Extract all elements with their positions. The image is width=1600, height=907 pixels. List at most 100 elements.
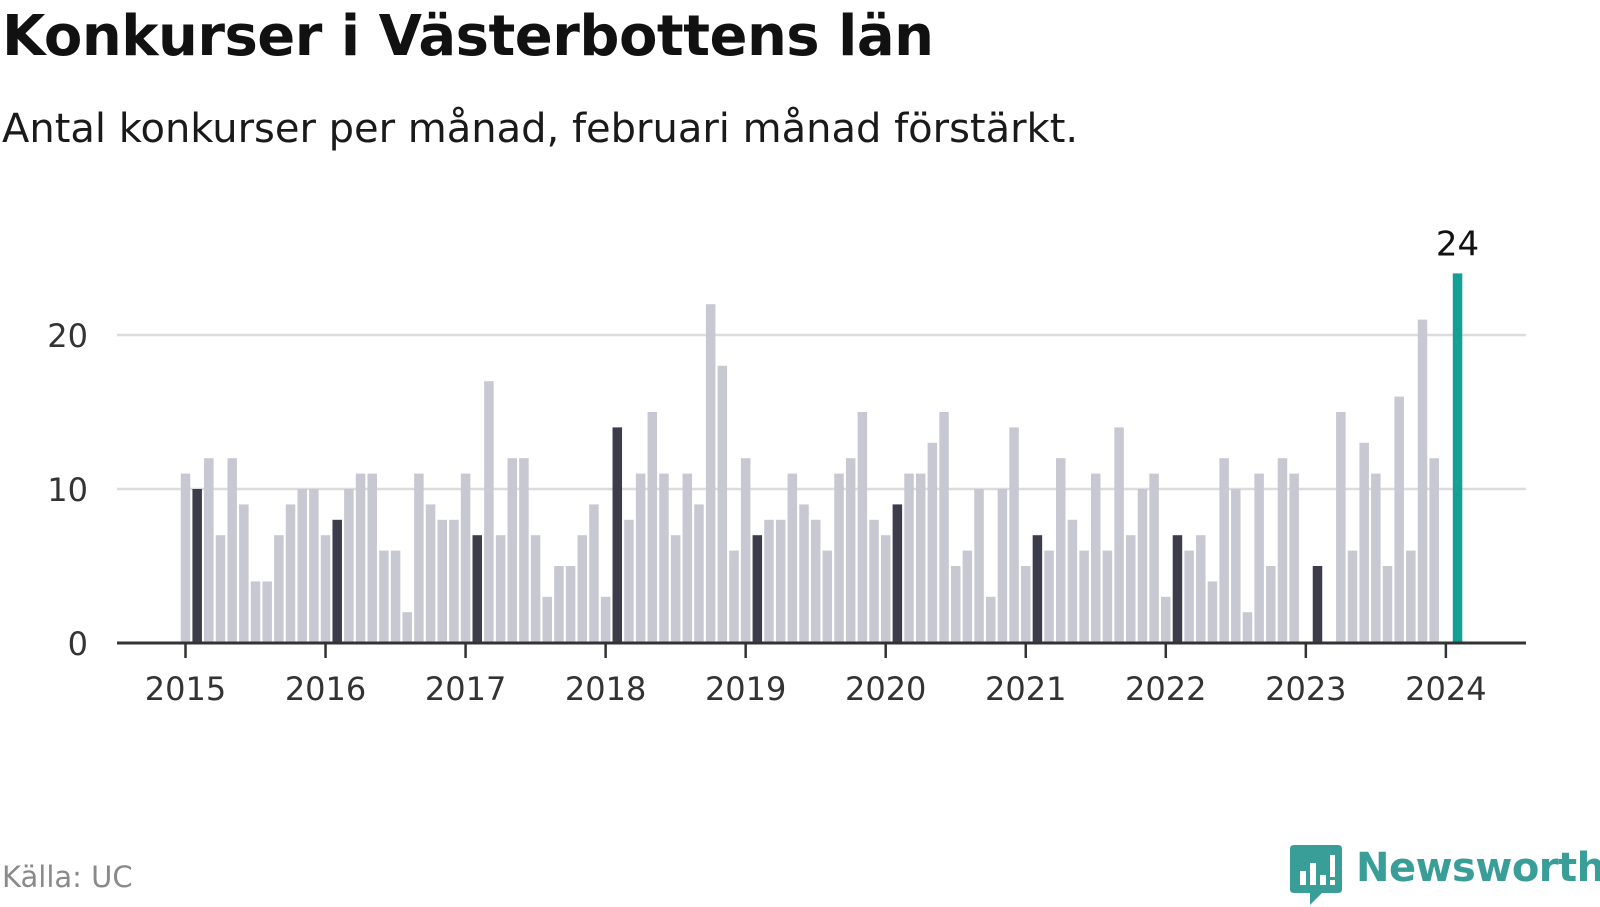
bar xyxy=(974,489,984,643)
bar xyxy=(1219,458,1229,643)
bar xyxy=(239,504,249,643)
bar xyxy=(414,473,424,643)
bar xyxy=(1102,550,1113,643)
bar xyxy=(1231,489,1241,643)
bar xyxy=(950,566,961,643)
bar xyxy=(1184,550,1194,643)
bar xyxy=(624,519,634,643)
bar xyxy=(869,519,879,643)
gridlines xyxy=(117,333,1526,491)
bar xyxy=(507,458,518,643)
bar-february xyxy=(1032,535,1043,643)
bar xyxy=(635,473,646,643)
y-tick-label: 0 xyxy=(68,625,88,663)
bar xyxy=(1067,519,1078,643)
bar xyxy=(834,473,844,643)
brand-name: Newsworthy xyxy=(1356,845,1600,891)
bar xyxy=(717,365,728,643)
bar-february xyxy=(472,535,482,643)
bar xyxy=(355,473,366,643)
bar xyxy=(1266,566,1276,643)
x-tick-label: 2024 xyxy=(1405,670,1486,708)
bar xyxy=(1254,473,1264,643)
bar xyxy=(367,473,377,643)
x-tick-label: 2023 xyxy=(1265,670,1346,708)
chart-subtitle: Antal konkurser per månad, februari måna… xyxy=(2,106,1079,152)
bar xyxy=(379,550,389,643)
bar xyxy=(670,535,681,643)
bar xyxy=(729,550,739,643)
source-label: Källa: UC xyxy=(2,860,133,894)
x-tick-label: 2018 xyxy=(565,670,646,708)
bar xyxy=(1359,442,1369,643)
bar xyxy=(1149,473,1159,643)
bar xyxy=(484,381,494,643)
bar xyxy=(297,489,307,643)
bar xyxy=(985,596,996,643)
bar xyxy=(309,489,319,643)
bar-february xyxy=(1172,535,1183,643)
y-tick-label: 10 xyxy=(47,471,88,509)
x-tick-label: 2019 xyxy=(705,670,786,708)
bar xyxy=(204,458,214,643)
x-tick-label: 2021 xyxy=(985,670,1066,708)
bar xyxy=(659,473,669,643)
bar xyxy=(460,473,471,643)
bar xyxy=(810,519,821,643)
bar-february xyxy=(1312,566,1323,643)
bar xyxy=(1126,535,1136,643)
bar xyxy=(1417,319,1428,643)
bar xyxy=(822,550,833,643)
bar xyxy=(437,519,447,643)
bar xyxy=(285,504,296,643)
x-tick-label: 2022 xyxy=(1125,670,1206,708)
bar xyxy=(495,535,506,643)
bar xyxy=(449,519,459,643)
bar xyxy=(1347,550,1358,643)
bar xyxy=(962,550,973,643)
bar xyxy=(577,535,588,643)
bar xyxy=(1196,535,1206,643)
bars xyxy=(180,273,1463,643)
bar xyxy=(600,596,611,643)
bar xyxy=(530,535,541,643)
bar xyxy=(997,489,1008,643)
bar xyxy=(1091,473,1101,643)
bar xyxy=(1207,581,1218,643)
latest-value-label: 24 xyxy=(1436,224,1479,264)
x-tick-label: 2016 xyxy=(285,670,366,708)
bar xyxy=(787,473,798,643)
bar xyxy=(1382,566,1393,643)
bar xyxy=(1371,473,1381,643)
bar-february xyxy=(612,427,623,643)
bar xyxy=(1020,566,1031,643)
bar xyxy=(845,458,856,643)
bar xyxy=(519,458,529,643)
bar xyxy=(344,489,354,643)
bar xyxy=(402,612,412,643)
x-tick-label: 2015 xyxy=(145,670,226,708)
bar xyxy=(1277,458,1288,643)
bar xyxy=(180,473,191,643)
bar xyxy=(227,458,237,643)
bar xyxy=(554,566,564,643)
bar xyxy=(939,412,949,643)
bar xyxy=(542,596,553,643)
bar xyxy=(274,535,284,643)
bar-february xyxy=(332,519,342,643)
bar xyxy=(682,473,693,643)
bar xyxy=(764,519,774,643)
bar-february xyxy=(892,504,903,643)
brand[interactable]: Newsworthy xyxy=(1290,845,1600,907)
bar xyxy=(1161,596,1171,643)
bar xyxy=(1044,550,1054,643)
bar xyxy=(262,581,272,643)
bar xyxy=(705,304,716,643)
bar xyxy=(915,473,926,643)
bar xyxy=(857,412,868,643)
bar xyxy=(320,535,331,643)
bar xyxy=(880,535,891,643)
bar xyxy=(1289,473,1299,643)
